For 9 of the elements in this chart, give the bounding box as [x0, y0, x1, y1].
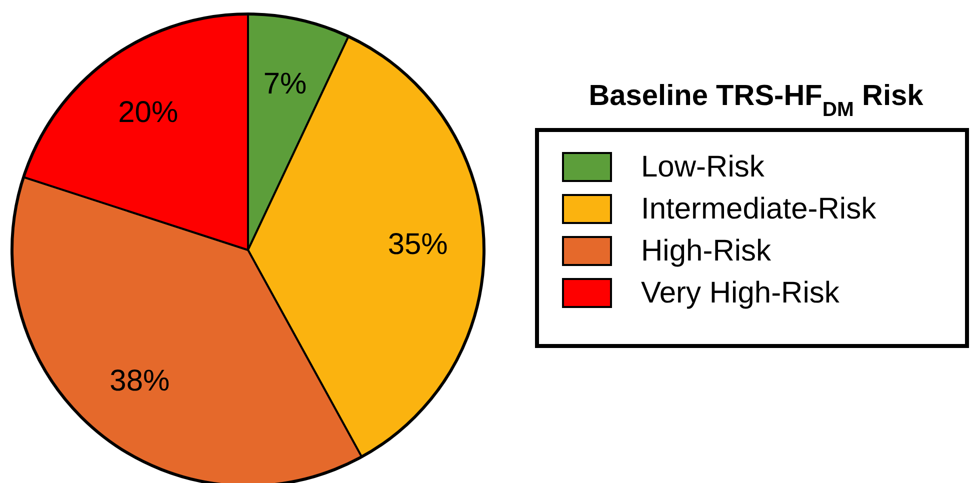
legend-label: High-Risk — [641, 234, 772, 268]
legend-label: Very High-Risk — [641, 276, 840, 310]
legend-label: Low-Risk — [641, 150, 766, 184]
data-label: 20% — [118, 96, 178, 130]
legend-title: Baseline TRS-HF$_{DM}$ Risk — [588, 80, 924, 121]
data-label: 35% — [388, 228, 448, 262]
data-label: 7% — [263, 68, 307, 101]
legend-label: Intermediate-Risk — [641, 192, 878, 226]
data-label: 38% — [110, 364, 170, 398]
